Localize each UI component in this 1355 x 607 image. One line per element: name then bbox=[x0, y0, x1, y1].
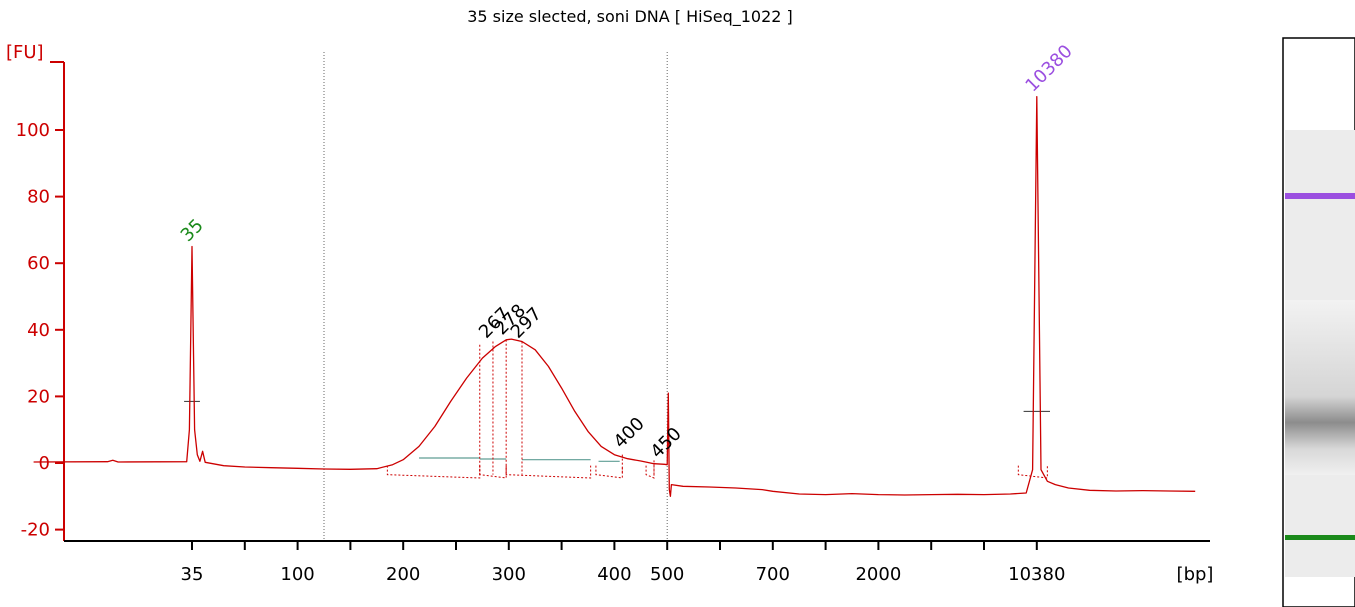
peak-label-35: 35 bbox=[177, 215, 208, 246]
gel-lane bbox=[1282, 37, 1355, 607]
y-tick-label: 100 bbox=[16, 120, 50, 141]
y-tick-label: 80 bbox=[27, 187, 50, 208]
peak-label-450: 450 bbox=[647, 423, 686, 462]
region-box-450 bbox=[645, 465, 655, 479]
x-tick-label: 400 bbox=[597, 564, 631, 585]
y-tick-label: -20 bbox=[21, 520, 50, 541]
y-tick-label: 0 bbox=[39, 453, 50, 474]
x-axis: 35 100 200 300 400 500 700 2000 10380 bbox=[64, 540, 1210, 585]
y-tick-label: 40 bbox=[27, 320, 50, 341]
x-tick-label: 300 bbox=[492, 564, 526, 585]
chart-title: 35 size slected, soni DNA [ HiSeq_1022 ] bbox=[467, 7, 793, 27]
peak-label-400: 400 bbox=[610, 413, 649, 452]
region-box-297 bbox=[505, 465, 592, 479]
x-tick-label: 10380 bbox=[1008, 564, 1065, 585]
x-axis-label: [bp] bbox=[1177, 564, 1214, 585]
y-tick-label: 20 bbox=[27, 386, 50, 407]
y-tick-label: 60 bbox=[27, 253, 50, 274]
x-tick-label: 2000 bbox=[855, 564, 901, 585]
region-box-278 bbox=[479, 465, 507, 479]
x-tick-label: 35 bbox=[181, 564, 204, 585]
trace-line-1 bbox=[33, 96, 1196, 497]
peak-regions bbox=[184, 339, 1050, 479]
x-tick-label: 100 bbox=[280, 564, 314, 585]
trace bbox=[33, 96, 1196, 497]
peak-label-10380: 10380 bbox=[1021, 41, 1076, 96]
gel-smear-band bbox=[1285, 300, 1355, 475]
y-axis-label: [FU] bbox=[6, 42, 44, 63]
region-box-267 bbox=[386, 465, 481, 479]
gel-upper-marker-band bbox=[1285, 193, 1355, 199]
x-tick-label: 700 bbox=[756, 564, 790, 585]
region-dividers bbox=[323, 52, 668, 540]
region-box-400 bbox=[595, 465, 623, 479]
x-tick-label: 500 bbox=[650, 564, 684, 585]
x-tick-label: 200 bbox=[386, 564, 420, 585]
y-axis: -20 0 20 40 60 80 100 bbox=[16, 61, 65, 541]
region-box-10380 bbox=[1017, 465, 1048, 479]
gel-lower-marker-band bbox=[1285, 535, 1355, 540]
